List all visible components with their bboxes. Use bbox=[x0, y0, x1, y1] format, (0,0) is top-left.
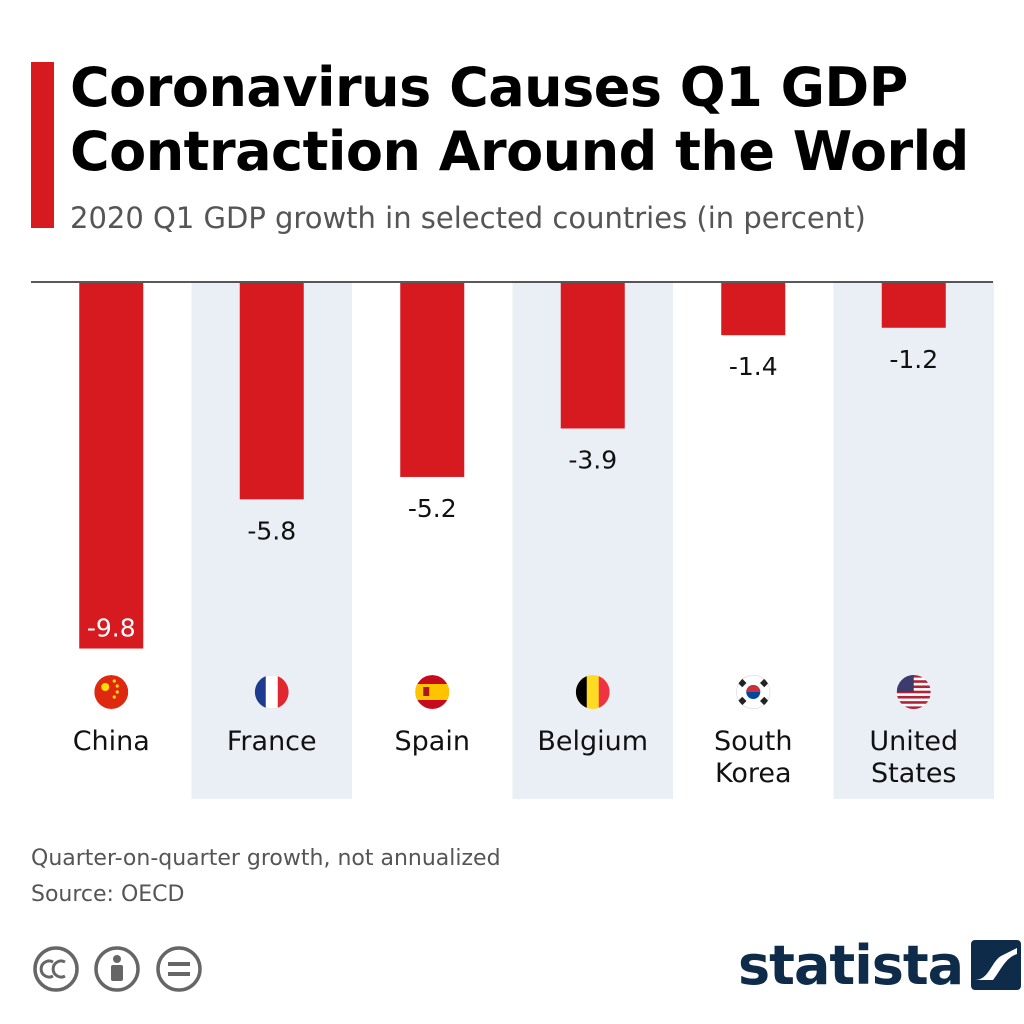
bar-1 bbox=[239, 283, 304, 500]
bar-0 bbox=[79, 283, 144, 649]
category-label-0-line-0: China bbox=[73, 726, 150, 757]
cc-icon[interactable] bbox=[33, 946, 79, 992]
value-label-1: -5.8 bbox=[247, 516, 296, 545]
united-states-flag-icon bbox=[896, 675, 931, 709]
statista-logo-icon bbox=[971, 940, 1022, 990]
footnote: Quarter-on-quarter growth, not annualize… bbox=[31, 846, 501, 871]
category-label-3-line-0: Belgium bbox=[537, 726, 648, 757]
brand-name: statista bbox=[738, 933, 964, 997]
title-accent-bar bbox=[31, 62, 54, 228]
category-label-5-line-0: United bbox=[869, 726, 958, 757]
column-band bbox=[833, 281, 994, 799]
value-label-4: -1.4 bbox=[729, 352, 778, 381]
category-label-4-line-1: Korea bbox=[715, 758, 792, 789]
value-label-2: -5.2 bbox=[408, 494, 457, 523]
china-flag-icon bbox=[94, 675, 129, 709]
source-note: Source: OECD bbox=[31, 882, 185, 907]
title-line-1: Coronavirus Causes Q1 GDP bbox=[70, 56, 908, 119]
spain-flag-icon bbox=[415, 675, 450, 709]
belgium-flag-icon bbox=[575, 675, 610, 709]
gdp-bar-chart: -9.8 -5.8 -5.2 -3.9 -1.4 -1.2 China France Spain… bbox=[31, 281, 994, 799]
statista-brand[interactable]: statista bbox=[738, 930, 1022, 1000]
attribution-icon[interactable] bbox=[94, 946, 140, 992]
page-title: Coronavirus Causes Q1 GDP Contraction Ar… bbox=[70, 56, 1000, 184]
bar-4 bbox=[721, 283, 786, 336]
south-korea-flag-icon bbox=[736, 675, 771, 709]
no-derivatives-icon[interactable] bbox=[156, 946, 202, 992]
title-line-2: Contraction Around the World bbox=[70, 120, 969, 183]
license-icons bbox=[33, 946, 202, 992]
category-label-5-line-1: States bbox=[871, 758, 957, 789]
bar-2 bbox=[400, 283, 465, 477]
bar-3 bbox=[560, 283, 625, 429]
bar-5 bbox=[881, 283, 946, 328]
france-flag-icon bbox=[254, 675, 289, 709]
category-label-2-line-0: Spain bbox=[395, 726, 470, 757]
value-label-5: -1.2 bbox=[889, 345, 938, 374]
page-subtitle: 2020 Q1 GDP growth in selected countries… bbox=[70, 201, 866, 235]
category-label-1-line-0: France bbox=[227, 726, 317, 757]
value-label-0: -9.8 bbox=[87, 614, 136, 643]
category-label-4-line-0: South bbox=[714, 726, 792, 757]
value-label-3: -3.9 bbox=[568, 445, 617, 474]
